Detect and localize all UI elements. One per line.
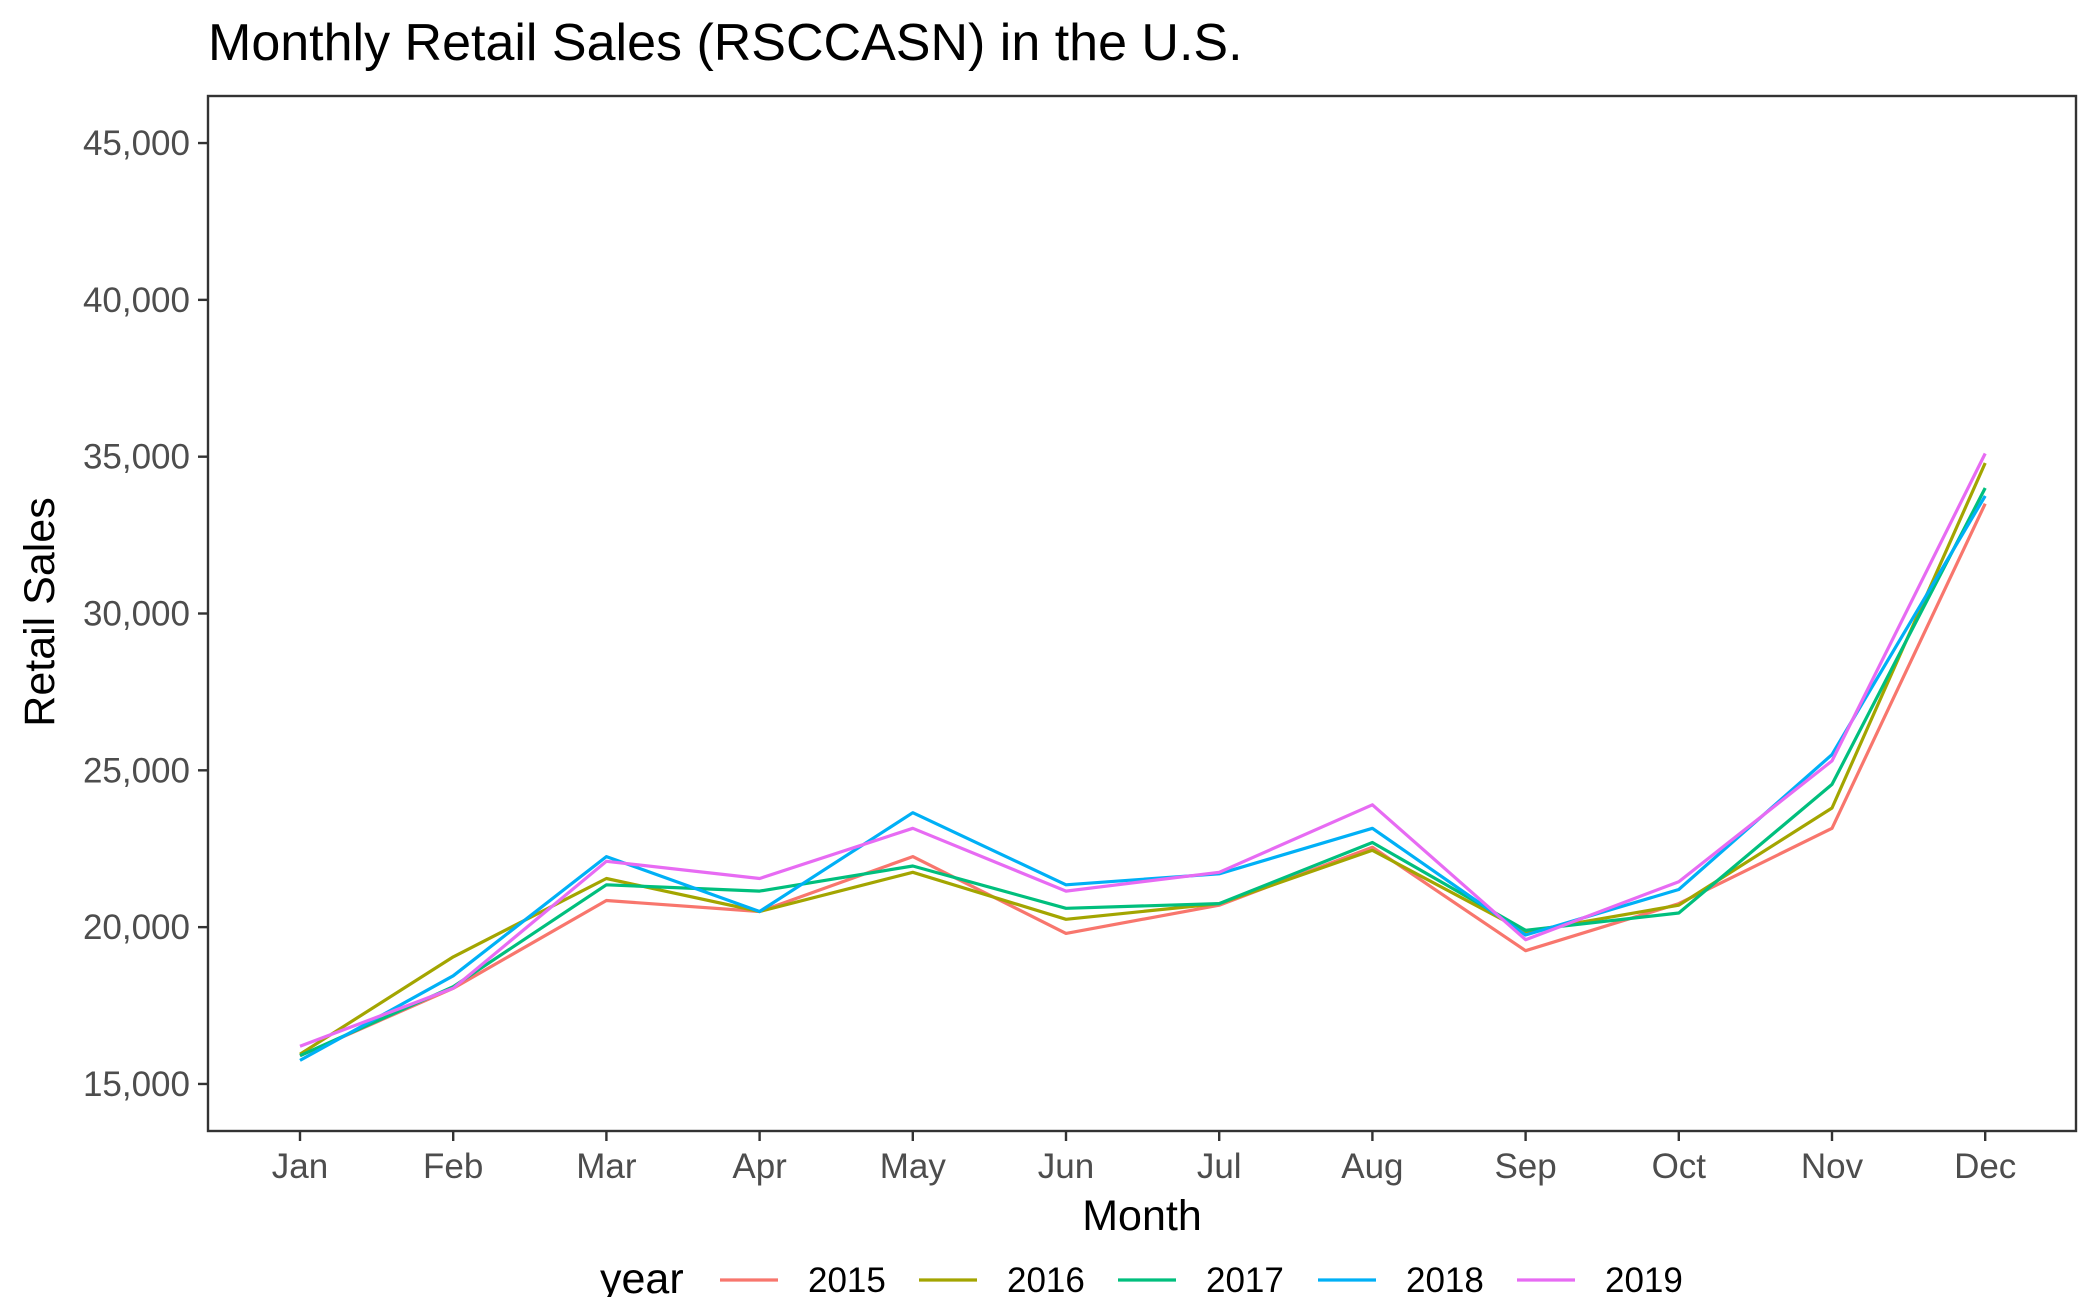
series-line-2016	[299, 462, 1987, 1056]
x-tick-label: Jan	[272, 1147, 328, 1186]
x-tick-label: Mar	[576, 1147, 637, 1186]
x-axis-title: Month	[1082, 1192, 1202, 1240]
y-axis: 15,000 20,000 25,000 30,000 35,000 40,000 45,0…	[83, 124, 208, 1104]
series-line-2019	[299, 452, 1987, 1048]
x-tick-label: Sep	[1494, 1147, 1556, 1186]
y-axis-title: Retail Sales	[16, 497, 64, 726]
legend-label-2019: 2019	[1605, 1261, 1683, 1297]
legend-label-2017: 2017	[1206, 1261, 1284, 1297]
x-tick-label: Apr	[732, 1147, 787, 1186]
y-tick-label: 20,000	[83, 908, 190, 947]
x-tick-label: Jun	[1038, 1147, 1094, 1186]
x-tick-label: Aug	[1341, 1147, 1403, 1186]
x-tick-label: Feb	[423, 1147, 483, 1186]
legend: year 2015 2016 2017 2018 2019	[600, 1255, 1683, 1297]
legend-label-2018: 2018	[1406, 1261, 1484, 1297]
y-tick-label: 15,000	[83, 1065, 190, 1104]
legend-title: year	[600, 1255, 684, 1297]
chart-title: Monthly Retail Sales (RSCCASN) in the U.…	[208, 14, 1243, 72]
y-tick-label: 30,000	[83, 595, 190, 634]
x-tick-label: Nov	[1801, 1147, 1864, 1186]
y-tick-label: 45,000	[83, 124, 190, 163]
x-axis: Jan Feb Mar Apr May Jun Jul Aug Sep Oct Nov Dec	[272, 1131, 2016, 1186]
legend-label-2015: 2015	[808, 1261, 886, 1297]
x-tick-label: Dec	[1954, 1147, 2016, 1186]
plot-area	[299, 452, 1987, 1062]
y-tick-label: 35,000	[83, 438, 190, 477]
x-tick-label: Jul	[1197, 1147, 1242, 1186]
x-tick-label: May	[880, 1147, 947, 1186]
y-tick-label: 40,000	[83, 281, 190, 320]
x-tick-label: Oct	[1652, 1147, 1707, 1186]
legend-label-2016: 2016	[1007, 1261, 1085, 1297]
series-line-2018	[299, 495, 1987, 1062]
y-tick-label: 25,000	[83, 751, 190, 790]
series-line-2017	[299, 487, 1987, 1058]
